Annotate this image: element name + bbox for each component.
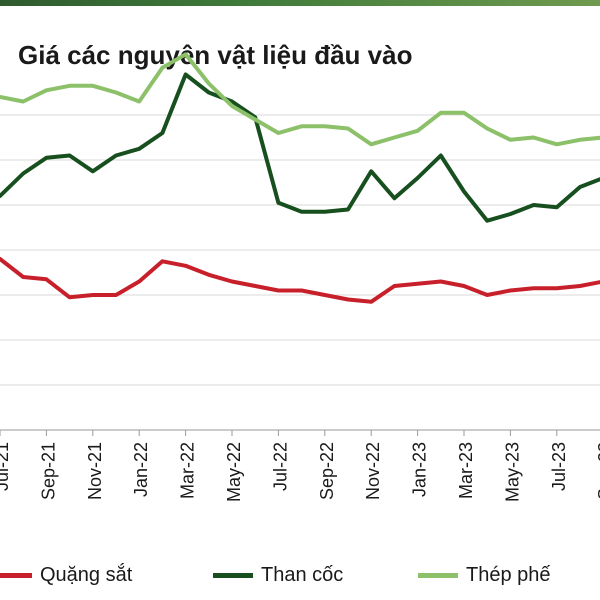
legend-item-than-coc: Than cốc [213,558,343,592]
legend-swatch-quang-sat [0,572,32,578]
legend-label-quang-sat: Quặng sắt [40,563,133,586]
x-tick-label: Nov-22 [363,442,383,500]
top-accent-band [0,0,600,6]
series-line-0 [0,257,600,304]
x-tick-label: May-23 [502,442,522,502]
x-tick-label: May-22 [224,442,244,502]
legend: Quặng sắt Than cốc Thép phế [0,558,600,592]
x-tick-label: Mar-23 [456,442,476,499]
x-tick-label: Jul-21 [0,442,12,491]
series-lines [0,52,600,304]
x-tick-label: Sep-21 [38,442,58,500]
x-axis: Jul-21 Sep-21 Nov-21 Jan-22 Mar-22 May-22 Jul-… [0,429,600,502]
x-tick-label: Sep-22 [317,442,337,500]
series-line-2 [0,52,600,147]
legend-swatch-than-coc [213,572,253,578]
legend-item-thep-phe: Thép phế [418,558,551,592]
x-tick-label: Mar-22 [178,442,198,499]
series-line-1 [0,72,600,223]
x-tick-label: Jul-23 [549,442,569,491]
legend-item-quang-sat: Quặng sắt [0,558,132,592]
x-tick-label: Jan-23 [410,442,430,497]
legend-label-thep-phe: Thép phế [466,563,551,586]
gridlines [0,114,600,386]
chart-title: Giá các nguyên vật liệu đầu vào [18,40,413,70]
x-tick-label: Jul-22 [270,442,290,491]
legend-label-than-coc: Than cốc [261,563,344,586]
x-tick-label: Jan-22 [131,442,151,497]
x-tick-label: Nov-21 [85,442,105,500]
legend-swatch-thep-phe [418,572,458,578]
x-tick-label: Sep-23 [595,442,600,500]
